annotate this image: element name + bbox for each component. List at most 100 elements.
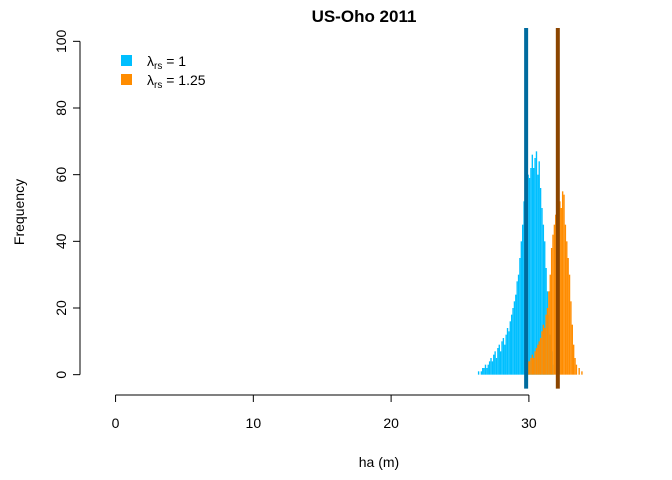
histogram-bar-series-1 bbox=[519, 258, 521, 375]
histogram-bar-series-1 bbox=[510, 314, 513, 375]
histogram-bar-series-1 bbox=[533, 168, 535, 375]
histogram-bar-series-1 bbox=[488, 361, 491, 375]
histogram-bar-series-1 bbox=[509, 321, 511, 375]
histogram-bar-series-1 bbox=[480, 371, 483, 375]
histogram-bar-series-2 bbox=[537, 344, 539, 375]
y-tick-label: 20 bbox=[53, 300, 69, 316]
histogram-bar-series-1 bbox=[505, 334, 507, 375]
histogram-bar-series-1 bbox=[506, 328, 509, 375]
histogram-bar-series-2 bbox=[546, 308, 549, 375]
histogram-bar-series-1 bbox=[491, 361, 494, 375]
histogram-bar-series-1 bbox=[501, 341, 503, 375]
x-tick-label: 30 bbox=[521, 415, 537, 431]
histogram-bar-series-1 bbox=[528, 178, 531, 375]
histogram-bar-series-2 bbox=[541, 331, 543, 375]
histogram-bar-series-2 bbox=[563, 194, 565, 375]
histogram-bar-series-2 bbox=[550, 248, 553, 375]
histogram-bar-series-2 bbox=[535, 348, 538, 375]
legend-swatch-1 bbox=[121, 55, 132, 66]
histogram-bar-series-1 bbox=[494, 351, 496, 375]
reference-lines bbox=[524, 28, 560, 389]
histogram-bar-series-1 bbox=[490, 358, 492, 375]
y-tick-label: 60 bbox=[53, 167, 69, 183]
histogram-bar-series-2 bbox=[561, 191, 564, 375]
histogram-bar-series-1 bbox=[497, 348, 499, 375]
histogram-bars bbox=[477, 151, 583, 375]
x-tick-label: 0 bbox=[112, 415, 120, 431]
legend-label-2: λrs = 1.25 bbox=[147, 72, 206, 91]
histogram-bar-series-1 bbox=[482, 368, 484, 375]
histogram-bar-series-1 bbox=[520, 241, 522, 375]
histogram-bar-series-2 bbox=[533, 358, 535, 375]
histogram-bar-series-2 bbox=[566, 241, 568, 375]
histogram-bar-series-2 bbox=[564, 224, 567, 375]
histogram-bar-series-1 bbox=[513, 301, 516, 375]
histogram-bar-series-2 bbox=[567, 258, 569, 375]
y-axis-label: Frequency bbox=[11, 179, 27, 245]
histogram-bar-series-2 bbox=[544, 328, 546, 375]
histogram-bar-series-2 bbox=[534, 351, 536, 375]
histogram-bar-series-1 bbox=[517, 274, 520, 375]
legend-label-1: λrs = 1 bbox=[147, 53, 186, 72]
histogram-bar-series-2 bbox=[531, 354, 534, 375]
histogram-bar-series-2 bbox=[527, 361, 529, 375]
histogram-bar-series-2 bbox=[570, 301, 572, 375]
histogram-bar-series-1 bbox=[516, 281, 518, 375]
histogram-bar-series-1 bbox=[483, 368, 485, 375]
y-tick-label: 100 bbox=[53, 29, 69, 53]
histogram-bar-series-2 bbox=[539, 338, 542, 375]
histogram-bar-series-1 bbox=[544, 241, 546, 375]
histogram-bar-series-1 bbox=[534, 158, 536, 375]
y-tick-label: 80 bbox=[53, 100, 69, 116]
histogram-bar-series-1 bbox=[495, 358, 498, 375]
histogram-bar-series-2 bbox=[575, 364, 578, 375]
histogram-bar-series-1 bbox=[498, 344, 500, 375]
histogram-bar-series-2 bbox=[574, 358, 576, 375]
histogram-bar-series-1 bbox=[484, 364, 487, 375]
histogram-bar-series-2 bbox=[560, 208, 562, 375]
histogram-bar-series-2 bbox=[578, 368, 580, 375]
histogram-bar-series-1 bbox=[499, 351, 502, 375]
histogram-bar-series-2 bbox=[538, 341, 540, 375]
x-tick-label: 20 bbox=[383, 415, 399, 431]
histogram-bar-series-1 bbox=[522, 224, 524, 375]
histogram-bar-series-1 bbox=[535, 151, 538, 375]
histogram-bar-series-2 bbox=[548, 291, 550, 375]
histogram-bar-series-1 bbox=[486, 368, 488, 375]
histogram-bar-series-2 bbox=[528, 361, 531, 375]
x-axis: 0 10 20 30 bbox=[112, 394, 537, 431]
x-tick-label: 10 bbox=[246, 415, 262, 431]
histogram-bar-series-1 bbox=[542, 224, 545, 375]
histogram-bar-series-1 bbox=[539, 188, 542, 375]
histogram-bar-series-1 bbox=[538, 161, 540, 375]
histogram-bar-series-2 bbox=[530, 358, 532, 375]
histogram-bar-series-1 bbox=[527, 174, 529, 375]
histogram-bar-series-1 bbox=[537, 174, 539, 375]
histogram-bar-series-2 bbox=[552, 234, 554, 375]
histogram-bar-series-2 bbox=[559, 201, 561, 375]
histogram-bar-series-1 bbox=[515, 294, 517, 375]
histogram-bar-series-1 bbox=[487, 364, 489, 375]
x-axis-label: ha (m) bbox=[359, 454, 399, 470]
histogram-bar-series-2 bbox=[572, 344, 575, 375]
y-tick-label: 40 bbox=[53, 233, 69, 249]
chart-title: US-Oho 2011 bbox=[312, 7, 417, 26]
histogram-bar-series-2 bbox=[581, 371, 583, 375]
y-tick-label: 0 bbox=[53, 371, 69, 379]
histogram-bar-series-1 bbox=[504, 344, 506, 375]
legend-swatch-2 bbox=[121, 74, 132, 85]
histogram-bar-series-1 bbox=[530, 168, 532, 375]
histogram-bar-series-2 bbox=[545, 314, 547, 375]
histogram-bar-series-2 bbox=[568, 274, 571, 375]
histogram-bar-series-2 bbox=[549, 274, 551, 375]
y-axis: 0 20 40 60 80 100 bbox=[53, 29, 81, 379]
histogram-bar-series-2 bbox=[555, 214, 557, 375]
histogram-bar-series-1 bbox=[477, 371, 480, 375]
histogram-bar-series-1 bbox=[531, 154, 534, 375]
histogram-bar-series-2 bbox=[553, 224, 556, 375]
histogram-bar-series-2 bbox=[571, 324, 573, 375]
histogram-bar-series-1 bbox=[541, 208, 543, 375]
histogram-bar-series-1 bbox=[512, 308, 514, 375]
